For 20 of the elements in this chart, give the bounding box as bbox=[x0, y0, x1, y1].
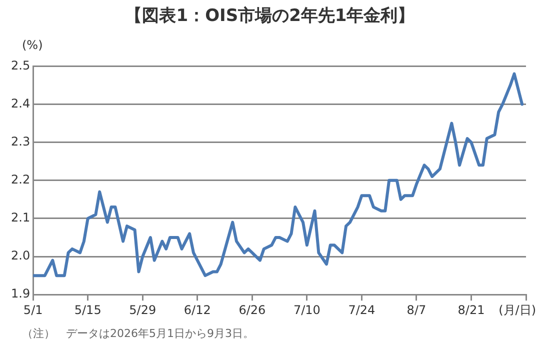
y-tick-label: 2.1 bbox=[10, 210, 30, 225]
x-tick-label: 8/7 bbox=[406, 302, 426, 317]
text: （注） データは2026年5月1日から9月3日。 bbox=[22, 326, 254, 341]
x-axis-title: (月/日) bbox=[498, 302, 536, 319]
y-tick-label: 2.2 bbox=[10, 172, 30, 187]
y-tick-label: 2.3 bbox=[10, 134, 30, 148]
x-tick-label: 6/26 bbox=[238, 302, 266, 317]
x-tick-label: 6/12 bbox=[184, 302, 211, 317]
chart-title: 【図表1：OIS市場の2年先1年金利】 bbox=[124, 5, 416, 27]
y-tick-label: 2.5 bbox=[10, 58, 30, 72]
x-tick-label: 7/24 bbox=[348, 302, 376, 317]
x-tick-label: 5/1 bbox=[23, 302, 43, 317]
y-tick-label: 2.4 bbox=[10, 96, 30, 110]
y-tick-label: 2.0 bbox=[10, 248, 30, 263]
x-tick-label: 8/21 bbox=[458, 302, 485, 317]
x-tick-label: 5/29 bbox=[129, 302, 156, 317]
y-tick-label: 1.9 bbox=[10, 286, 30, 301]
x-tick-label: 7/10 bbox=[293, 302, 320, 317]
y-axis-title: (%) bbox=[22, 38, 43, 52]
x-tick-label: 5/15 bbox=[74, 302, 102, 317]
